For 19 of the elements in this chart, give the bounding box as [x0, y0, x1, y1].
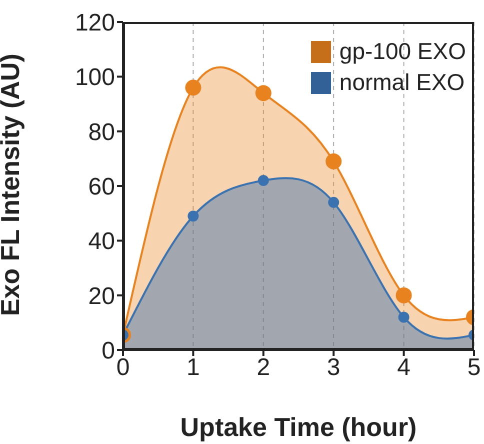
x-tick-label: 5 [467, 354, 481, 382]
x-tick-label: 2 [256, 354, 270, 382]
x-tick-label: 1 [186, 354, 200, 382]
y-axis-title: Exo FL Intensity (AU) [0, 54, 26, 316]
y-tick-label: 20 [88, 282, 115, 310]
y-tick-label: 120 [74, 10, 115, 37]
legend-label: normal EXO [339, 69, 465, 96]
y-tick-label: 100 [74, 64, 115, 92]
point [255, 85, 272, 102]
point [328, 196, 340, 208]
y-tick-label: 60 [88, 174, 115, 201]
x-axis-title: Uptake Time (hour) [180, 412, 417, 442]
legend-label: gp-100 EXO [339, 38, 466, 65]
x-tick-label: 3 [326, 354, 340, 382]
point [258, 175, 269, 186]
y-tick-label: 40 [88, 228, 115, 256]
y-tick-label: 80 [88, 118, 115, 146]
point [326, 153, 342, 170]
x-tick-label: 4 [397, 354, 410, 382]
